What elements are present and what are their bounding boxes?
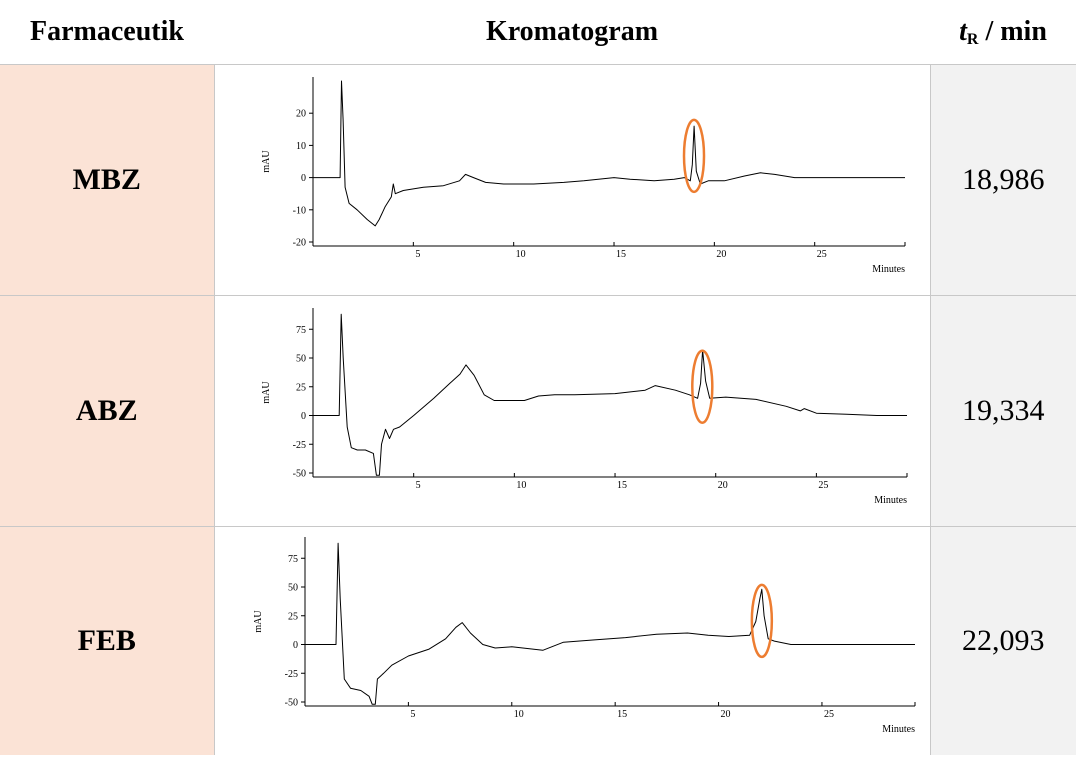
retention-time-value: 18,986 [929,64,1076,296]
retention-time-value: 22,093 [929,526,1076,755]
y-axis-label: mAU [253,610,264,633]
chromatogram-cell: 75 50 25 0 -25 -50 5 10 15 20 25 mAU Minutes [214,295,930,527]
chromatogram-cell: 20 10 0 -10 -20 5 10 15 20 25 mAU Minutes [214,64,930,296]
y-axis-label: mAU [261,150,272,173]
table-row: FEB 75 50 25 0 -25 -50 5 10 15 20 25 mAU Minutes 22,… [0,526,1076,755]
x-tick-label: 20 [716,249,726,260]
peak-highlight-ellipse [690,349,714,424]
x-tick-label: 20 [717,480,727,491]
retention-time-value: 19,334 [929,295,1076,527]
drug-name: MBZ [0,64,215,296]
y-tick-label: 0 [301,173,306,184]
header-rt-subscript: R [966,30,979,48]
y-tick-label: 75 [296,325,306,336]
x-tick-label: 25 [818,480,828,491]
y-tick-label: 0 [293,640,298,651]
x-tick-label: 5 [415,480,420,491]
y-tick-label: 0 [301,411,306,422]
x-tick-label: 15 [617,480,627,491]
chromatogram-cell: 75 50 25 0 -25 -50 5 10 15 20 25 mAU Minutes [214,526,930,755]
header-chromatogram: Kromatogram [214,0,930,65]
y-tick-label: -50 [284,698,297,709]
y-tick-label: 50 [288,583,298,594]
y-tick-label: 10 [296,141,306,152]
y-tick-label: -10 [292,205,305,216]
drug-name: ABZ [0,295,215,527]
x-tick-label: 10 [513,709,523,720]
x-tick-label: 25 [823,709,833,720]
x-tick-label: 25 [816,249,826,260]
y-tick-label: 20 [296,109,306,120]
x-axis-label: Minutes [874,495,907,506]
peak-highlight-ellipse [750,583,773,659]
table-row: MBZ 20 10 0 -10 -20 5 10 15 20 25 mAU Minutes 18,98… [0,64,1076,296]
header-retention-time: tR / min [930,0,1076,65]
chromatogram-trace [312,80,905,227]
x-tick-label: 5 [415,249,420,260]
table-row: ABZ 75 50 25 0 -25 -50 5 10 15 20 25 mAU Minutes 19,… [0,295,1076,527]
y-tick-label: 75 [288,554,298,565]
x-tick-label: 10 [516,480,526,491]
x-tick-label: 15 [617,709,627,720]
x-axis-label: Minutes [882,724,915,735]
header-rt-symbol: t [959,15,967,47]
y-tick-label: 50 [296,354,306,365]
x-tick-label: 5 [410,709,415,720]
drug-name: FEB [0,526,215,755]
y-tick-label: -25 [284,669,297,680]
x-tick-label: 15 [616,249,626,260]
chromatogram-feb: 75 50 25 0 -25 -50 5 10 15 20 25 mAU Minutes [253,537,915,735]
x-tick-label: 10 [515,249,525,260]
y-tick-label: 25 [288,611,298,622]
chromatogram-abz: 75 50 25 0 -25 -50 5 10 15 20 25 mAU Minutes [261,308,907,506]
y-tick-label: -25 [292,440,305,451]
y-tick-label: 25 [296,382,306,393]
x-axis-label: Minutes [872,264,905,275]
x-tick-label: 20 [720,709,730,720]
y-axis-label: mAU [261,381,272,404]
header-drug: Farmaceutik [0,0,214,65]
chromatogram-trace [312,313,907,476]
chromatogram-trace [304,542,915,705]
y-tick-label: -20 [292,238,305,249]
y-tick-label: -50 [292,469,305,480]
header-row: Farmaceutik Kromatogram tR / min [0,0,1076,65]
chromatogram-mbz: 20 10 0 -10 -20 5 10 15 20 25 mAU Minutes [261,77,905,275]
peak-highlight-ellipse [682,118,705,194]
header-rt-unit: / min [978,15,1047,47]
